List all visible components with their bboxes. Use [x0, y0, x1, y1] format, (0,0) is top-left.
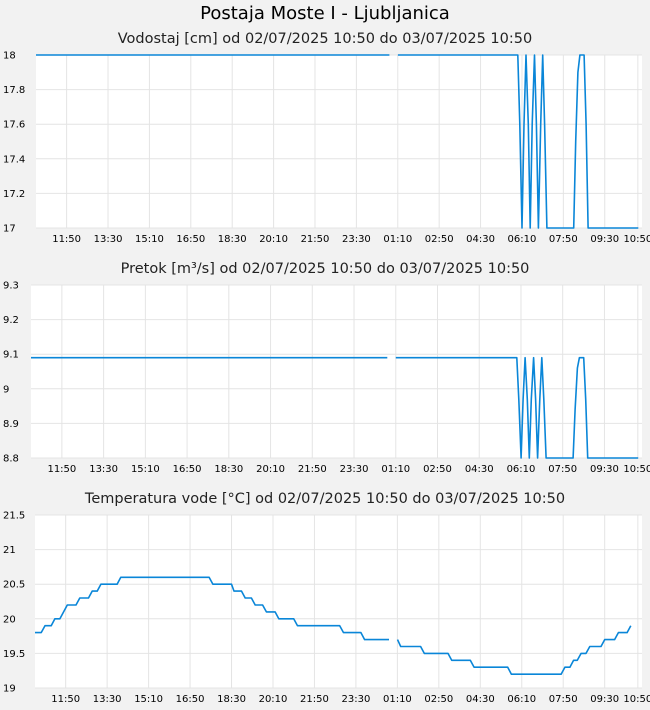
x-tick-label: 21:50 — [298, 464, 327, 475]
y-tick-label: 21.5 — [3, 511, 25, 522]
chart-temperatura: 19 19.5 20 20.5 21 21.5 11:50 13:30 15:10 16:50 18… — [3, 511, 650, 706]
x-tick-label: 16:50 — [176, 234, 205, 245]
x-tick-label: 04:30 — [466, 234, 495, 245]
x-tick-label: 15:10 — [135, 234, 164, 245]
series-line — [35, 576, 389, 641]
x-tick-label: 15:10 — [131, 464, 160, 475]
x-tick-label: 01:10 — [383, 694, 412, 705]
x-tick-label: 07:50 — [548, 464, 577, 475]
y-tick-label: 9.2 — [3, 315, 19, 326]
chart-title-pretok: Pretok [m³/s] od 02/07/2025 10:50 do 03/… — [120, 261, 530, 277]
chart-pretok: 8.8 8.9 9 9.1 9.2 9.3 11:50 13:30 15:10 16:50 18:3… — [3, 281, 650, 476]
x-tick-label: 18:30 — [218, 234, 247, 245]
y-tick-label: 9 — [3, 384, 9, 395]
y-tick-label: 9.1 — [3, 350, 19, 361]
x-tick-label: 21:50 — [301, 234, 330, 245]
y-tick-label: 20.5 — [3, 580, 25, 591]
y-tick-label: 17.8 — [3, 85, 25, 96]
x-tick-label: 09:30 — [590, 464, 619, 475]
y-tick-label: 17 — [3, 224, 16, 235]
x-tick-label: 20:10 — [256, 464, 285, 475]
x-tick-label: 07:50 — [549, 694, 578, 705]
x-tick-label: 04:30 — [466, 694, 495, 705]
x-tick-label: 02:50 — [424, 694, 453, 705]
x-tick-label: 23:30 — [340, 464, 369, 475]
x-tick-label: 10:50 — [623, 694, 650, 705]
x-tick-label: 16:50 — [176, 694, 205, 705]
y-tick-label: 19.5 — [3, 649, 25, 660]
series-line — [397, 54, 639, 229]
x-tick-label: 01:10 — [381, 464, 410, 475]
x-tick-label: 11:50 — [47, 464, 76, 475]
x-tick-label: 23:30 — [341, 694, 370, 705]
chart-title-temperatura: Temperatura vode [°C] od 02/07/2025 10:5… — [84, 491, 566, 507]
x-tick-label: 06:10 — [508, 234, 537, 245]
chart-vodostaj: 17 17.2 17.4 17.6 17.8 18 11:50 13:30 15:10 16:50… — [3, 51, 650, 246]
x-tick-label: 13:30 — [89, 464, 118, 475]
y-tick-label: 9.3 — [3, 281, 19, 292]
y-tick-label: 19 — [3, 684, 16, 695]
x-tick-label: 11:50 — [52, 234, 81, 245]
x-tick-label: 10:50 — [623, 234, 650, 245]
x-tick-label: 06:10 — [507, 464, 536, 475]
x-tick-label: 18:30 — [217, 694, 246, 705]
y-tick-label: 17.2 — [3, 189, 25, 200]
series-line — [396, 625, 632, 676]
y-tick-label: 8.8 — [3, 454, 19, 465]
y-tick-label: 17.6 — [3, 120, 25, 131]
x-tick-label: 09:30 — [590, 694, 619, 705]
x-tick-label: 10:50 — [623, 464, 650, 475]
x-tick-label: 04:30 — [465, 464, 494, 475]
y-tick-label: 8.9 — [3, 419, 19, 430]
x-tick-label: 21:50 — [300, 694, 329, 705]
x-tick-label: 07:50 — [549, 234, 578, 245]
series-line — [395, 356, 639, 459]
y-tick-label: 21 — [3, 545, 16, 556]
y-tick-label: 18 — [3, 51, 16, 62]
page-title: Postaja Moste I - Ljubljanica — [200, 3, 450, 24]
x-tick-label: 06:10 — [507, 694, 536, 705]
x-tick-label: 02:50 — [423, 464, 452, 475]
x-tick-label: 15:10 — [134, 694, 163, 705]
chart-title-vodostaj: Vodostaj [cm] od 02/07/2025 10:50 do 03/… — [117, 31, 533, 47]
plot-area — [35, 515, 642, 688]
x-tick-label: 11:50 — [51, 694, 80, 705]
plot-area — [36, 55, 642, 228]
x-tick-label: 09:30 — [590, 234, 619, 245]
x-tick-label: 16:50 — [173, 464, 202, 475]
x-tick-label: 01:10 — [383, 234, 412, 245]
x-tick-label: 20:10 — [259, 694, 288, 705]
x-tick-label: 18:30 — [214, 464, 243, 475]
x-tick-label: 20:10 — [259, 234, 288, 245]
y-tick-label: 20 — [3, 614, 16, 625]
plot-area — [31, 285, 642, 458]
x-tick-label: 13:30 — [93, 694, 122, 705]
x-tick-label: 13:30 — [94, 234, 123, 245]
x-tick-label: 02:50 — [425, 234, 454, 245]
x-tick-label: 23:30 — [342, 234, 371, 245]
y-tick-label: 17.4 — [3, 154, 25, 165]
